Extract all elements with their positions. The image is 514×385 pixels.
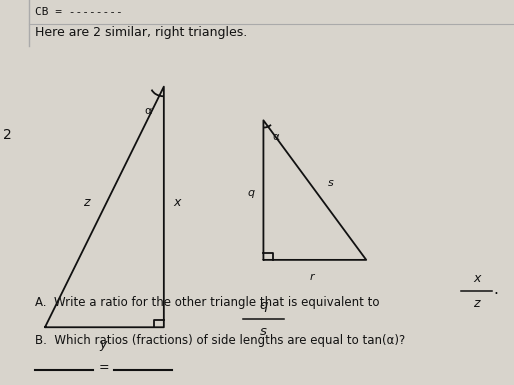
Text: =: =: [99, 361, 109, 374]
Text: 2: 2: [3, 128, 12, 142]
Text: x: x: [473, 272, 481, 285]
Text: A.  Write a ratio for the other triangle that is equivalent to: A. Write a ratio for the other triangle …: [35, 296, 380, 309]
Text: y: y: [99, 338, 106, 351]
Text: B.  Which ratios (fractions) of side lengths are equal to tan(α)?: B. Which ratios (fractions) of side leng…: [35, 335, 406, 348]
Text: x: x: [173, 196, 180, 209]
Text: s: s: [260, 325, 267, 338]
Text: .: .: [493, 282, 498, 297]
Text: α: α: [273, 132, 280, 142]
Text: s: s: [328, 178, 334, 188]
Text: q: q: [247, 187, 254, 198]
Text: CB = --------: CB = --------: [35, 7, 123, 17]
Text: α: α: [144, 106, 152, 116]
Text: z: z: [473, 298, 480, 310]
Text: z: z: [83, 196, 90, 209]
Text: Here are 2 similar, right triangles.: Here are 2 similar, right triangles.: [35, 27, 248, 40]
Text: r: r: [309, 272, 314, 282]
Text: q: q: [259, 299, 268, 312]
